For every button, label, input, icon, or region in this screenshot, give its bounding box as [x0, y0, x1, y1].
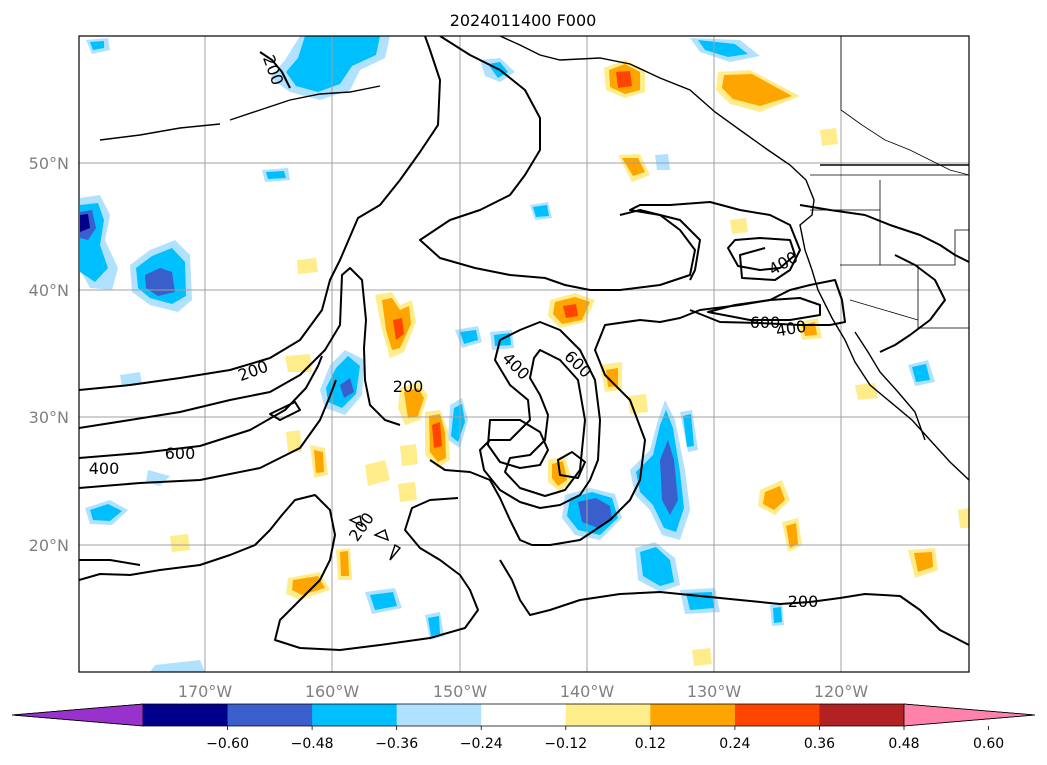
- contour-label: 200: [788, 592, 819, 611]
- contour-label: 200: [393, 377, 424, 396]
- latitude-label: 40°N: [29, 281, 69, 300]
- latitude-label: 20°N: [29, 536, 69, 555]
- colorbar-segment: [227, 704, 313, 726]
- colorbar-segment: [734, 704, 820, 726]
- colorbar-tick-label: 0.24: [719, 736, 750, 752]
- colorbar-extend-min: [11, 703, 144, 727]
- colorbar-tick-label: 0.12: [635, 736, 666, 752]
- latitude-axis: 50°N 40°N 30°N 20°N: [29, 154, 69, 555]
- colorbar-tick-label: −0.48: [291, 736, 334, 752]
- contour-label: 400: [89, 459, 120, 478]
- contour-label: 600: [750, 313, 781, 332]
- contour-label: 600: [165, 444, 196, 463]
- longitude-label: 120°W: [814, 682, 869, 701]
- latitude-label: 50°N: [29, 154, 69, 173]
- colorbar-segment: [819, 704, 905, 726]
- graticule: [79, 36, 969, 672]
- colorbar-segment: [565, 704, 651, 726]
- latitude-label: 30°N: [29, 408, 69, 427]
- colorbar-segment: [312, 704, 398, 726]
- map-title: 2024011400 F000: [450, 11, 597, 30]
- longitude-label: 140°W: [560, 682, 615, 701]
- colorbar-tick-label: 0.48: [888, 736, 919, 752]
- longitude-label: 170°W: [178, 682, 233, 701]
- colorbar-tick-label: 0.60: [973, 736, 1004, 752]
- colorbar-segment: [143, 704, 229, 726]
- contour-lines: [79, 36, 969, 651]
- colorbar-tick-label: −0.24: [460, 736, 503, 752]
- colorbar-segment: [650, 704, 736, 726]
- colorbar-extend-max: [903, 703, 1036, 727]
- colorbar-tick-label: 0.36: [804, 736, 835, 752]
- map-area: 200 200 200 400 600 200 200 400 600 400 …: [78, 35, 970, 673]
- colorbar-tick-label: −0.36: [375, 736, 418, 752]
- political-borders: [810, 36, 969, 329]
- colorbar-outline: [11, 703, 1036, 727]
- colorbar-tick-label: −0.12: [544, 736, 587, 752]
- map-frame: [78, 35, 970, 673]
- colorbar: −0.60 −0.48 −0.36 −0.24 −0.12 0.12 0.24 0.36 0.4…: [11, 703, 1036, 752]
- longitude-label: 160°W: [305, 682, 360, 701]
- longitude-label: 130°W: [687, 682, 742, 701]
- colorbar-tick-label: −0.60: [206, 736, 249, 752]
- map-background: [79, 36, 969, 672]
- colorbar-segment: [481, 704, 567, 726]
- longitude-label: 150°W: [433, 682, 488, 701]
- longitude-axis: 170°W 160°W 150°W 140°W 130°W 120°W: [178, 682, 869, 701]
- colorbar-segment: [396, 704, 482, 726]
